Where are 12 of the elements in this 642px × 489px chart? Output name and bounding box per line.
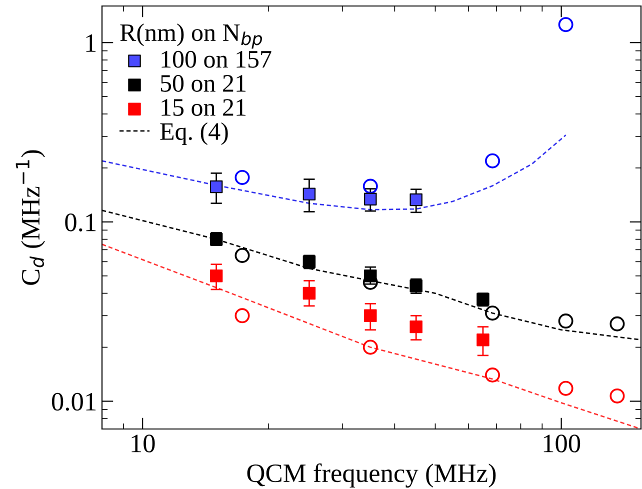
legend-label: 50 on 21	[160, 74, 246, 92]
legend-label: 15 on 21	[162, 99, 246, 116]
x-tick-label: 10	[132, 434, 155, 452]
legend-title: R(nm) on N$_{bp}$	[120, 24, 262, 49]
y-tick-label: 0.01	[52, 392, 96, 411]
y-tick-label: 1	[86, 34, 96, 52]
y-tick-label: 0.1	[65, 214, 96, 232]
legend-label: Eq. (4)	[160, 122, 228, 146]
legend-label: 100 on 157	[162, 50, 272, 68]
x-axis-title: QCM frequency (MHz)	[247, 463, 496, 488]
x-tick-label: 100	[544, 434, 580, 452]
y-axis-title: C$_{d}$ (MHz$^{−1}$)	[16, 150, 46, 285]
